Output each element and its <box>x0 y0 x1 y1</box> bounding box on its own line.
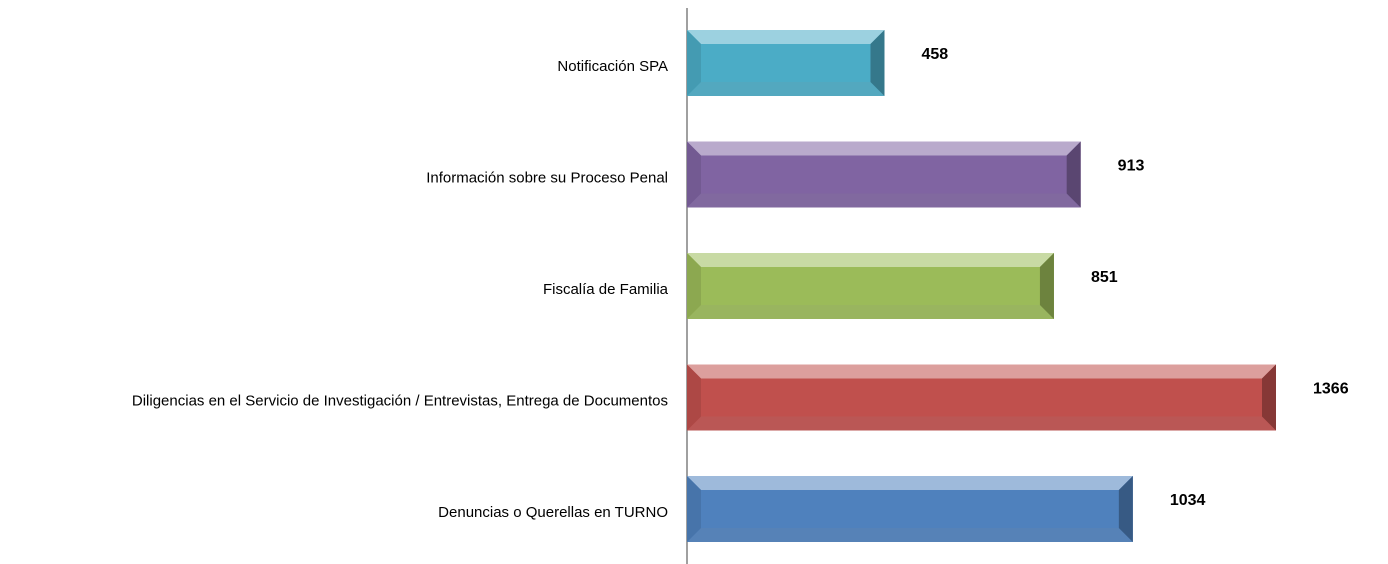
category-label: Información sobre su Proceso Penal <box>426 169 668 186</box>
bar-bevel <box>687 141 1081 156</box>
bar-bevel <box>687 253 1054 267</box>
bar-bevel <box>687 528 1133 542</box>
category-label: Denuncias o Querellas en TURNO <box>438 504 668 521</box>
bar-bevel <box>687 416 1276 431</box>
bar-bevel <box>1039 253 1054 319</box>
bar-bevel <box>687 193 1081 208</box>
bar-bevel <box>1262 364 1276 431</box>
value-label: 1366 <box>1313 381 1349 398</box>
bar-bevel <box>687 30 885 44</box>
bar-bevel <box>687 82 885 96</box>
value-label: 458 <box>921 46 948 63</box>
bar-bevel <box>687 476 1133 490</box>
bar-bevel <box>687 253 701 319</box>
bar-bevel <box>687 30 701 96</box>
bar-bevel <box>687 364 1276 379</box>
bar-bevel <box>687 305 1054 319</box>
bar-bevel <box>1118 476 1133 542</box>
bar-bevel <box>1066 141 1081 208</box>
bar-bevel <box>870 30 885 96</box>
value-label: 1034 <box>1170 492 1206 509</box>
bar-bevel <box>687 476 701 542</box>
bar-bevel <box>687 364 701 431</box>
category-label: Notificación SPA <box>557 58 668 75</box>
bar-bevel <box>687 141 701 208</box>
category-label: Fiscalía de Familia <box>543 281 669 298</box>
value-label: 913 <box>1118 158 1145 175</box>
category-label: Diligencias en el Servicio de Investigac… <box>132 392 668 409</box>
value-label: 851 <box>1091 269 1118 286</box>
